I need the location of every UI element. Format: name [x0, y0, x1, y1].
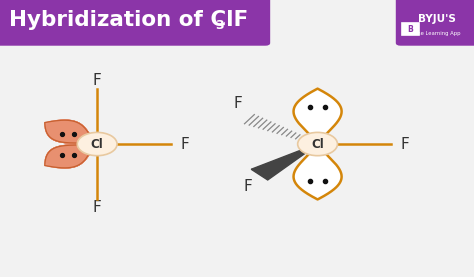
- Polygon shape: [45, 120, 97, 144]
- Polygon shape: [65, 127, 97, 144]
- Polygon shape: [61, 125, 97, 144]
- Polygon shape: [59, 124, 97, 144]
- Polygon shape: [63, 144, 97, 162]
- FancyBboxPatch shape: [0, 0, 270, 46]
- Polygon shape: [85, 138, 97, 144]
- Polygon shape: [57, 144, 97, 165]
- Polygon shape: [82, 136, 97, 144]
- Polygon shape: [80, 135, 97, 144]
- Polygon shape: [55, 122, 97, 144]
- Polygon shape: [52, 121, 97, 144]
- Text: B: B: [408, 25, 413, 34]
- Polygon shape: [90, 144, 97, 148]
- Polygon shape: [46, 144, 97, 168]
- Polygon shape: [55, 144, 97, 166]
- Polygon shape: [293, 89, 342, 144]
- Text: BYJU'S: BYJU'S: [418, 14, 456, 24]
- Polygon shape: [50, 144, 97, 168]
- Text: Cl: Cl: [311, 138, 324, 150]
- Polygon shape: [45, 144, 97, 168]
- Polygon shape: [70, 144, 97, 159]
- Polygon shape: [88, 144, 97, 149]
- Polygon shape: [67, 128, 97, 144]
- Polygon shape: [46, 120, 97, 144]
- Polygon shape: [73, 131, 97, 144]
- Text: 3: 3: [216, 19, 224, 32]
- FancyBboxPatch shape: [402, 23, 419, 35]
- Polygon shape: [77, 134, 97, 144]
- Polygon shape: [53, 144, 97, 166]
- Polygon shape: [46, 120, 97, 144]
- Polygon shape: [95, 143, 97, 144]
- Polygon shape: [92, 142, 97, 144]
- Polygon shape: [75, 144, 97, 156]
- Polygon shape: [50, 120, 97, 144]
- Polygon shape: [45, 120, 97, 144]
- Text: The Learning App: The Learning App: [414, 31, 460, 36]
- Polygon shape: [251, 144, 318, 180]
- Text: Cl: Cl: [91, 138, 103, 150]
- Polygon shape: [48, 144, 97, 168]
- Polygon shape: [80, 144, 97, 153]
- Polygon shape: [70, 129, 97, 144]
- Polygon shape: [53, 122, 97, 144]
- Polygon shape: [45, 144, 97, 168]
- Polygon shape: [92, 144, 97, 147]
- Polygon shape: [49, 144, 97, 168]
- Text: F: F: [93, 73, 101, 88]
- Polygon shape: [46, 144, 97, 168]
- Polygon shape: [293, 144, 342, 199]
- Polygon shape: [73, 144, 97, 157]
- Polygon shape: [49, 120, 97, 144]
- Polygon shape: [52, 144, 97, 167]
- Polygon shape: [67, 144, 97, 160]
- Text: F: F: [244, 179, 252, 194]
- Polygon shape: [47, 120, 97, 144]
- Polygon shape: [90, 140, 97, 144]
- Polygon shape: [46, 144, 97, 168]
- Text: Hybridization of ClF: Hybridization of ClF: [9, 10, 248, 30]
- Polygon shape: [59, 144, 97, 164]
- Polygon shape: [85, 144, 97, 150]
- Polygon shape: [45, 120, 97, 144]
- Polygon shape: [88, 139, 97, 144]
- FancyBboxPatch shape: [396, 0, 474, 46]
- Text: F: F: [181, 137, 189, 152]
- Text: F: F: [234, 96, 243, 111]
- Polygon shape: [45, 144, 97, 168]
- Polygon shape: [61, 144, 97, 163]
- Polygon shape: [95, 144, 97, 145]
- Polygon shape: [57, 123, 97, 144]
- Polygon shape: [63, 126, 97, 144]
- Polygon shape: [48, 120, 97, 144]
- Polygon shape: [82, 144, 97, 152]
- Polygon shape: [77, 144, 97, 155]
- Polygon shape: [75, 132, 97, 144]
- Circle shape: [298, 132, 337, 156]
- Polygon shape: [65, 144, 97, 161]
- Polygon shape: [47, 144, 97, 168]
- Circle shape: [77, 132, 117, 156]
- Text: F: F: [93, 200, 101, 215]
- Polygon shape: [46, 120, 97, 144]
- Text: F: F: [401, 137, 410, 152]
